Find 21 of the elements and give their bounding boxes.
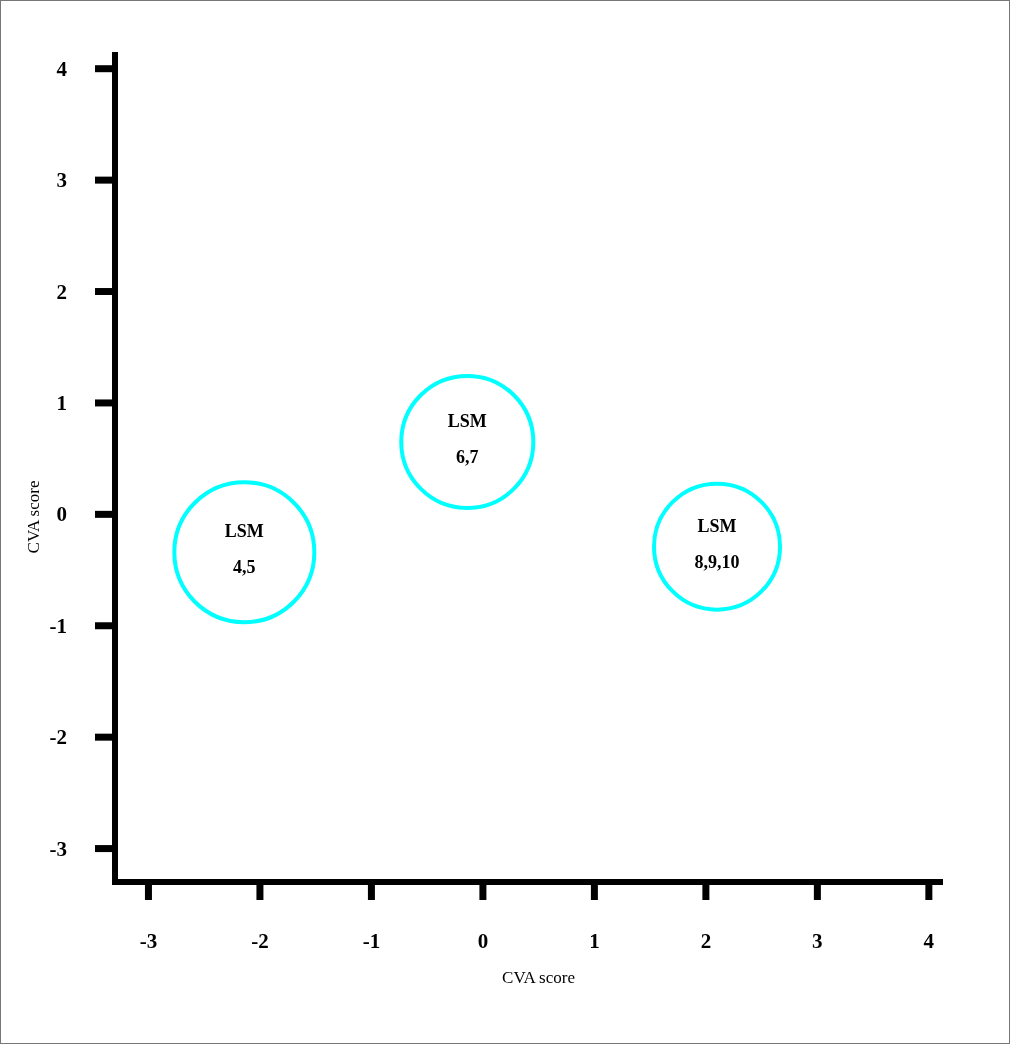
y-tick-label: -2 [49,725,67,750]
y-tick-label: 4 [56,56,68,81]
x-tick-label: 3 [812,929,823,953]
annotation: LSM 6,7 [447,410,487,467]
x-tick-label: 4 [923,929,935,953]
y-tick-label: 3 [56,168,67,193]
x-axis-title: CVA score [502,968,575,987]
x-tick-label: 1 [589,929,600,953]
y-tick-label: 0 [56,502,67,527]
x-tick-label: 2 [700,929,712,953]
annotation: LSM 8,9,10 [694,515,740,572]
y-tick-label: 1 [56,390,67,415]
y-axis-title: CVA score [24,480,43,554]
x-tick-label: -3 [139,929,158,953]
x-tick-label: -1 [362,929,381,953]
y-tick-label: 2 [56,279,67,304]
x-tick-label: 0 [477,929,489,953]
annotation: LSM 4,5 [224,521,264,578]
y-tick-label: -1 [49,613,67,638]
y-tick-label: -3 [49,836,67,861]
x-tick-label: -2 [251,929,269,953]
